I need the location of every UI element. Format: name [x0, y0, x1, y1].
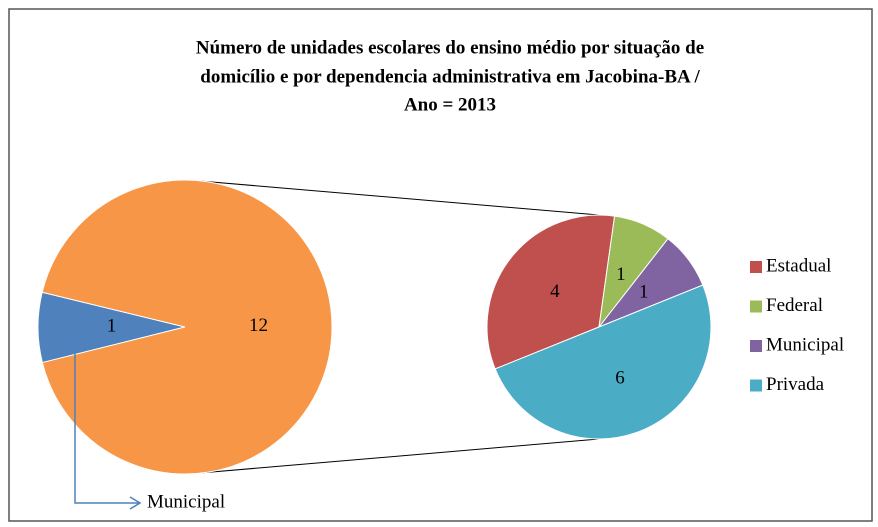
data-label: 6: [615, 367, 625, 388]
legend-swatch: [750, 379, 762, 392]
legend-label: Municipal: [766, 334, 844, 355]
annotation-arrow: [74, 345, 142, 510]
legend-swatch: [750, 300, 762, 313]
pie-slice: [41, 179, 333, 475]
data-label: 1: [616, 264, 626, 285]
legend-swatch: [750, 261, 762, 273]
data-label: 1: [639, 282, 649, 303]
connector-line: [199, 438, 600, 474]
data-label: 1: [107, 316, 117, 337]
annotation-label: Municipal: [147, 491, 225, 512]
connector-line: [199, 180, 600, 216]
chart-title: Número de unidades escolares do ensino m…: [196, 37, 704, 58]
pie-slice: [486, 214, 616, 370]
chart-title: Ano = 2013: [404, 94, 496, 115]
legend-label: Federal: [766, 295, 823, 316]
legend-label: Privada: [766, 374, 825, 395]
pie-slice: [494, 284, 712, 440]
chart-title: domicílio e por dependencia administrati…: [200, 66, 700, 87]
data-label: 4: [550, 281, 560, 302]
legend-label: Estadual: [766, 255, 831, 276]
data-label: 12: [249, 315, 268, 336]
legend-swatch: [750, 340, 762, 352]
